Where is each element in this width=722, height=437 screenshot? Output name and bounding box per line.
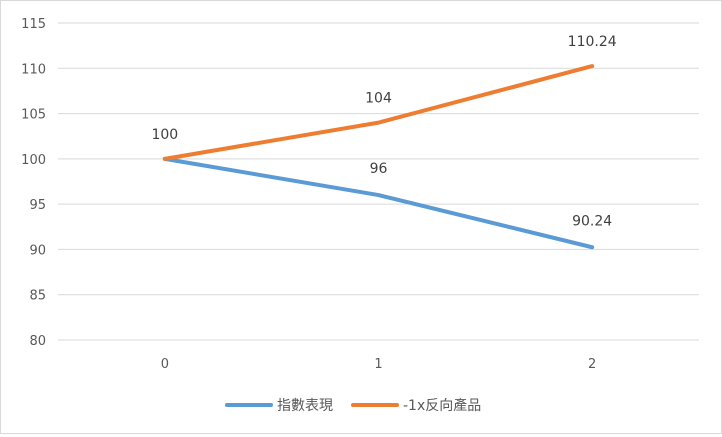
x-tick-0: 0 xyxy=(161,357,169,372)
data-label-0-2: 90.24 xyxy=(572,213,612,229)
y-axis-ticks: 80 85 90 95 100 105 110 115 xyxy=(21,17,46,349)
y-tick-90: 90 xyxy=(29,243,46,258)
data-labels: 96 90.24 100 104 110.24 xyxy=(151,34,616,229)
y-tick-100: 100 xyxy=(21,153,46,168)
legend-label-1: -1x反向產品 xyxy=(403,397,481,414)
x-tick-1: 1 xyxy=(374,357,382,372)
y-tick-105: 105 xyxy=(21,108,46,123)
y-tick-110: 110 xyxy=(21,62,46,77)
y-tick-85: 85 xyxy=(29,289,46,304)
y-tick-80: 80 xyxy=(29,334,46,349)
gridlines xyxy=(58,23,699,340)
data-label-0-1: 96 xyxy=(370,161,388,177)
y-tick-115: 115 xyxy=(21,17,46,32)
legend-label-0: 指數表現 xyxy=(277,398,333,414)
data-label-1-2: 110.24 xyxy=(568,34,617,50)
data-label-1-1: 104 xyxy=(365,91,392,107)
x-axis-ticks: 0 1 2 xyxy=(161,357,597,372)
series-line-1 xyxy=(165,66,592,159)
y-tick-95: 95 xyxy=(29,198,46,213)
legend: 指數表現 -1x反向產品 xyxy=(227,397,481,414)
data-label-1-0: 100 xyxy=(151,127,178,143)
x-tick-2: 2 xyxy=(588,357,596,372)
